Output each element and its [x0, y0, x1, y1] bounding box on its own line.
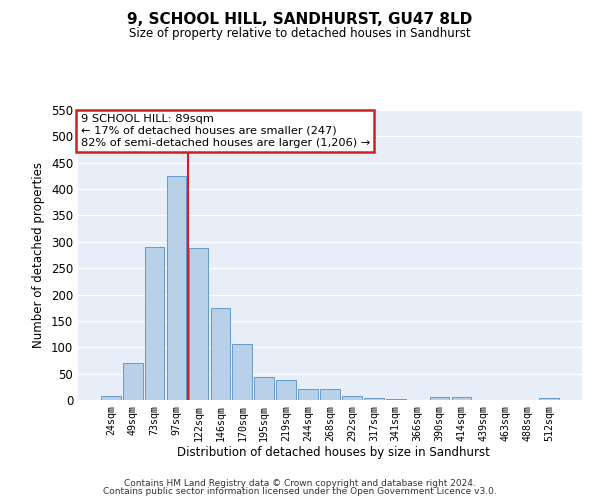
- Bar: [452, 398, 472, 400]
- Bar: [364, 398, 384, 400]
- Bar: [276, 380, 296, 400]
- Y-axis label: Number of detached properties: Number of detached properties: [32, 162, 46, 348]
- Text: Contains HM Land Registry data © Crown copyright and database right 2024.: Contains HM Land Registry data © Crown c…: [124, 478, 476, 488]
- Bar: [254, 378, 274, 400]
- Bar: [211, 308, 230, 400]
- Bar: [298, 390, 318, 400]
- Bar: [539, 398, 559, 400]
- Text: 9 SCHOOL HILL: 89sqm
← 17% of detached houses are smaller (247)
82% of semi-deta: 9 SCHOOL HILL: 89sqm ← 17% of detached h…: [80, 114, 370, 148]
- Text: Contains public sector information licensed under the Open Government Licence v3: Contains public sector information licen…: [103, 487, 497, 496]
- Bar: [232, 344, 252, 400]
- Bar: [320, 390, 340, 400]
- Bar: [123, 363, 143, 400]
- Bar: [386, 399, 406, 400]
- Bar: [188, 248, 208, 400]
- Text: 9, SCHOOL HILL, SANDHURST, GU47 8LD: 9, SCHOOL HILL, SANDHURST, GU47 8LD: [127, 12, 473, 28]
- Bar: [101, 396, 121, 400]
- Bar: [145, 246, 164, 400]
- Bar: [167, 176, 187, 400]
- Text: Distribution of detached houses by size in Sandhurst: Distribution of detached houses by size …: [176, 446, 490, 459]
- Bar: [342, 396, 362, 400]
- Text: Size of property relative to detached houses in Sandhurst: Size of property relative to detached ho…: [129, 28, 471, 40]
- Bar: [430, 398, 449, 400]
